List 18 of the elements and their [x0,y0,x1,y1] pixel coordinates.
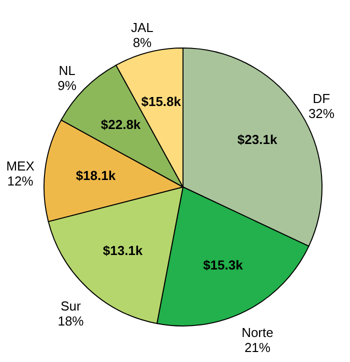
slice-label: JAL [131,20,154,36]
text: $18.1k [76,168,116,183]
text: $15.3k [203,257,243,272]
slice-label: MEX [6,158,35,174]
text: $13.1k [102,243,143,258]
data-label: 21% [244,340,271,356]
text: $22.8k [100,116,141,132]
data-label: 8% [132,35,152,50]
data-label: 32% [308,106,335,122]
slice-label: DF [312,91,330,106]
slice-label: Norte [242,325,274,340]
data-label: 18% [58,314,84,329]
slice-label: NL [58,63,76,78]
data-label: 9% [58,78,77,94]
data-label: 12% [7,173,34,188]
text: $23.1k [237,132,278,147]
text: $15.8k [141,94,181,109]
slice-label: Sur [60,298,82,314]
